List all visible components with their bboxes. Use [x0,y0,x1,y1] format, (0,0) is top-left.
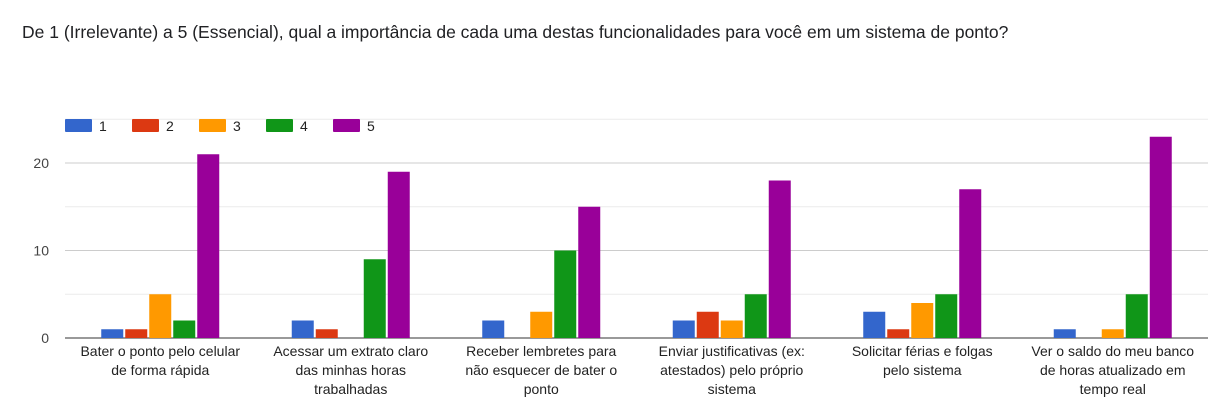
bar-series-1-cat-1 [291,320,314,338]
x-category-label: Bater o ponto pelo celular de forma rápid… [80,343,240,378]
legend-swatch-5 [333,119,360,132]
bar-series-5-cat-4 [959,189,982,338]
bar-series-1-cat-2 [482,320,505,338]
x-axis-labels: Bater o ponto pelo celular de forma rápid… [80,343,1194,397]
legend-swatch-4 [266,119,293,132]
x-category-label: Acessar um extrato claro das minhas horas… [273,343,428,397]
x-category-label: Ver o saldo do meu banco de horas atualiz… [1031,343,1194,397]
bar-series-3-cat-5 [1101,329,1124,338]
legend-label-2: 2 [166,118,174,134]
bar-series-5-cat-2 [578,206,601,338]
page-title: De 1 (Irrelevante) a 5 (Essencial), qual… [22,22,1009,42]
legend-label-3: 3 [233,118,241,134]
bar-series-3-cat-0 [149,294,172,338]
y-tick-label: 10 [33,243,49,259]
legend-swatch-1 [65,119,92,132]
bar-series-2-cat-4 [887,329,910,338]
bar-series-2-cat-0 [125,329,148,338]
bar-series-1-cat-5 [1053,329,1076,338]
x-category-label: Receber lembretes para não esquecer de ba… [465,343,617,397]
x-category-label: Enviar justificativas (ex: atestados) pel… [659,343,805,397]
bar-series-4-cat-1 [363,259,386,338]
bar-series-4-cat-5 [1125,294,1148,338]
bar-series-5-cat-1 [387,171,410,338]
bar-series-3-cat-4 [911,303,934,338]
legend: 1 2 3 4 5 [65,118,375,134]
bar-series-3-cat-3 [720,320,743,338]
bar-series-1-cat-3 [672,320,695,338]
bar-series-4-cat-0 [173,320,196,338]
legend-swatch-3 [199,119,226,132]
bar-series-1-cat-4 [863,311,886,338]
bar-series-5-cat-3 [768,180,791,338]
bar-series-2-cat-3 [696,311,719,338]
bar-series-4-cat-4 [935,294,958,338]
bar-series-4-cat-2 [554,250,577,338]
bar-series-3-cat-2 [530,311,553,338]
y-tick-label: 20 [33,155,49,171]
bar-series-2-cat-1 [315,329,338,338]
bar-series-5-cat-5 [1149,136,1172,338]
x-category-label: Solicitar férias e folgas pelo sistema [852,343,993,378]
y-tick-label: 0 [41,330,49,346]
legend-label-1: 1 [99,118,107,134]
gridlines [65,118,1208,339]
y-axis-ticks: 0 10 20 [33,155,49,346]
legend-swatch-2 [132,119,159,132]
legend-label-4: 4 [300,118,308,134]
legend-label-5: 5 [367,118,375,134]
bar-series-1-cat-0 [101,329,124,338]
bars [101,136,1172,338]
bar-series-5-cat-0 [197,154,220,338]
bar-series-4-cat-3 [744,294,767,338]
